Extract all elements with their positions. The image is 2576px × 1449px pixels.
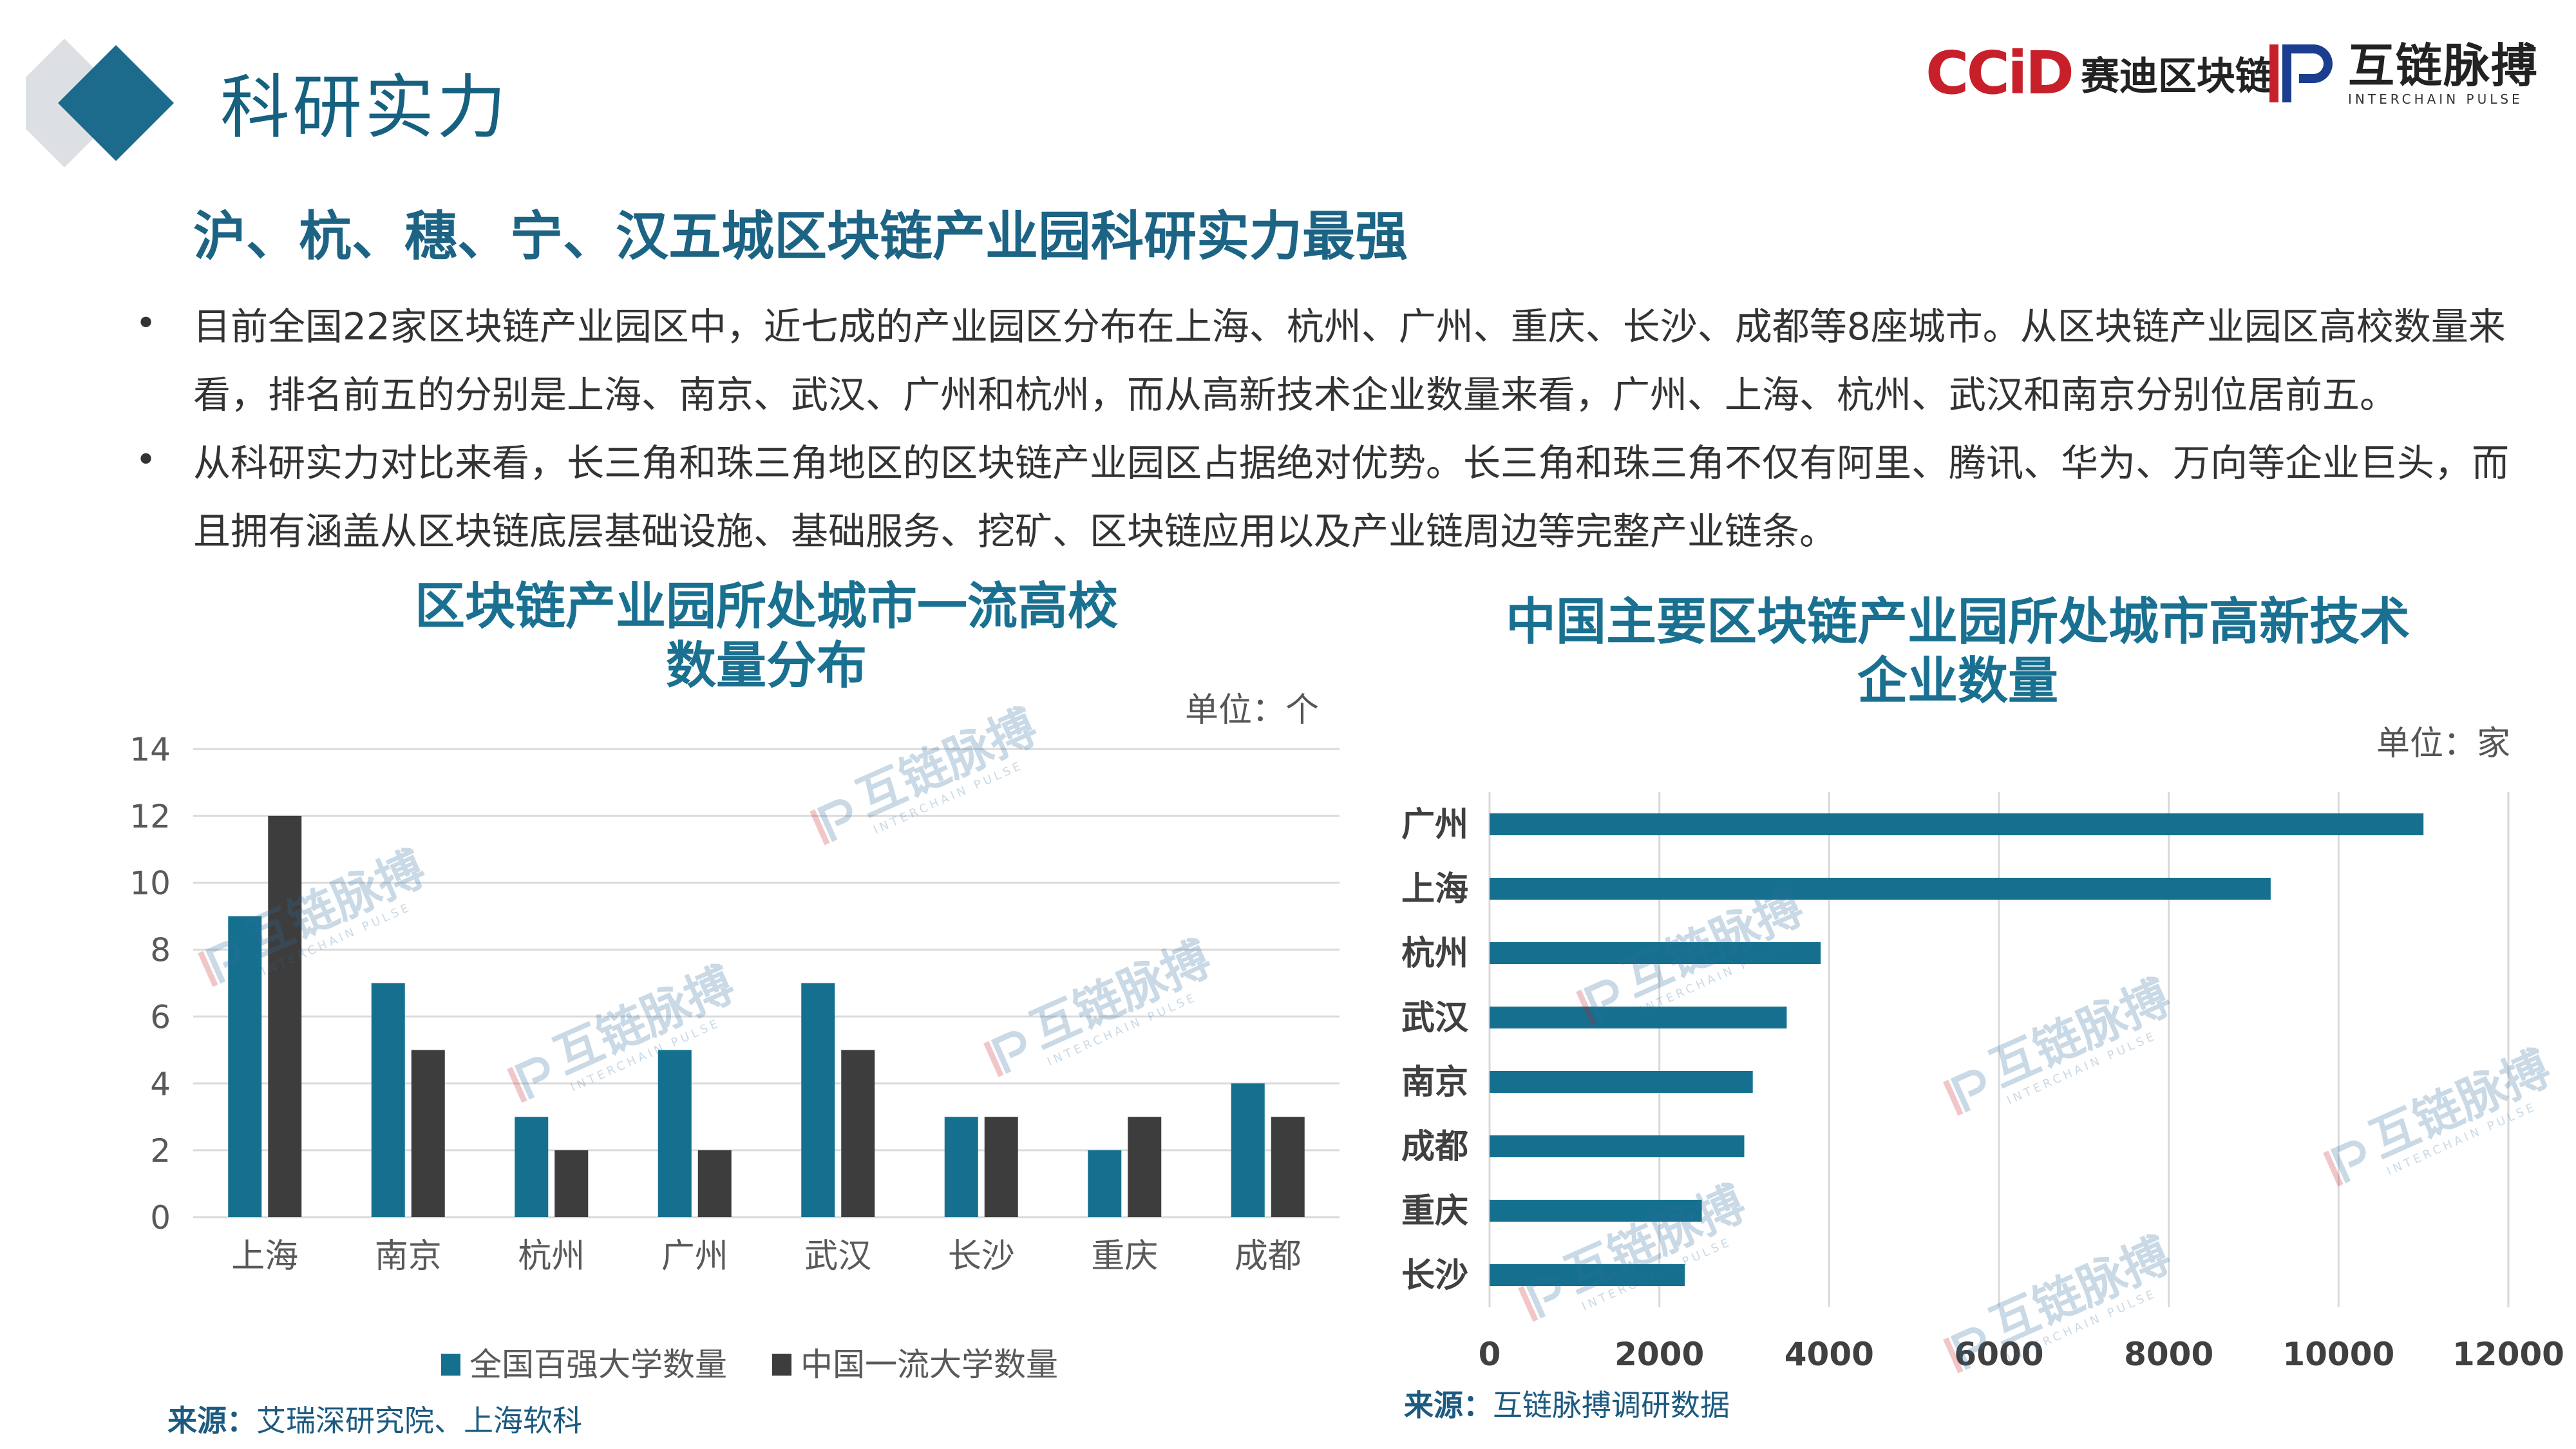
interchain-pulse-logo-icon [2269, 44, 2333, 102]
bar-hightech [1490, 1071, 1753, 1093]
chart2-title-line2: 企业数量 [1857, 652, 2058, 710]
bar-first-class [1271, 1117, 1305, 1217]
interchain-pulse-logo-en: INTERCHAIN PULSE [2348, 91, 2523, 107]
legend-swatch [772, 1354, 791, 1376]
page-title: 科研实力 [220, 68, 509, 148]
bar-hightech [1490, 1007, 1787, 1028]
y-tick-label: 12 [129, 798, 171, 835]
y-tick-label: 长沙 [1401, 1256, 1468, 1295]
x-tick-label: 重庆 [1091, 1237, 1158, 1276]
header-diamond-icon [26, 39, 174, 167]
y-tick-label: 8 [150, 932, 171, 969]
bar-first-class [554, 1150, 589, 1217]
chart1-title-line1: 区块链产业园所处城市一流高校 [414, 578, 1118, 636]
bar-top100 [371, 983, 405, 1217]
bullet-text-2: 从科研实力对比来看，长三角和珠三角地区的区块链产业园区占据绝对优势。长三角和珠三… [193, 441, 2510, 553]
bar-top100 [801, 983, 835, 1217]
bullet-marker: • [135, 303, 157, 345]
ccid-logo-text: 赛迪区块链 [2080, 53, 2274, 99]
bar-first-class [411, 1050, 445, 1217]
bar-top100 [658, 1050, 692, 1217]
x-tick-label: 4000 [1785, 1336, 1874, 1372]
bar-first-class [268, 815, 302, 1217]
y-tick-label: 14 [129, 731, 171, 768]
bar-top100 [944, 1117, 978, 1217]
x-tick-label: 广州 [661, 1237, 728, 1276]
x-tick-label: 上海 [231, 1237, 298, 1276]
chart2-unit: 单位：家 [2376, 724, 2511, 763]
bar-first-class [841, 1050, 875, 1217]
chart1-source: 来源：艾瑞深研究院、上海软科 [167, 1397, 582, 1440]
chart1-unit: 单位：个 [1185, 691, 1320, 730]
bar-hightech [1490, 1200, 1702, 1222]
x-tick-label: 0 [1479, 1336, 1501, 1372]
y-tick-label: 成都 [1401, 1128, 1468, 1166]
legend-label: 中国一流大学数量 [800, 1346, 1058, 1383]
y-tick-label: 重庆 [1401, 1192, 1468, 1231]
chart2-plot: 0 2000 4000 6000 8000 10000 12000 广州上海杭州武汉南京成都重… [1401, 792, 2564, 1372]
bar-hightech [1490, 942, 1821, 964]
x-tick-label: 成都 [1235, 1237, 1302, 1276]
bullet-text-1: 目前全国22家区块链产业园区中，近七成的产业园区分布在上海、杭州、广州、重庆、长… [193, 305, 2506, 417]
y-tick-label: 6 [150, 998, 171, 1036]
y-tick-label: 杭州 [1401, 934, 1468, 973]
y-tick-label: 广州 [1401, 806, 1468, 844]
bar-top100 [1231, 1083, 1265, 1217]
bar-hightech [1490, 1264, 1685, 1286]
bar-first-class [1128, 1117, 1162, 1217]
x-tick-label: 南京 [375, 1237, 442, 1276]
x-tick-label: 长沙 [948, 1237, 1015, 1276]
x-tick-label: 2000 [1615, 1336, 1704, 1372]
x-tick-label: 6000 [1954, 1336, 2043, 1372]
y-tick-label: 2 [150, 1132, 171, 1170]
bar-first-class [984, 1117, 1018, 1217]
ccid-logo-mark: CCiD [1926, 38, 2074, 108]
x-tick-label: 武汉 [804, 1237, 871, 1276]
y-tick-label: 10 [129, 865, 171, 902]
x-tick-label: 12000 [2452, 1336, 2564, 1372]
bar-first-class [697, 1150, 732, 1217]
headline: 沪、杭、穗、宁、汉五城区块链产业园科研实力最强 [193, 206, 1408, 267]
bar-top100 [515, 1117, 549, 1217]
chart1-title-line2: 数量分布 [665, 637, 867, 695]
chart1-source-text: 艾瑞深研究院、上海软科 [256, 1403, 582, 1438]
x-tick-label: 8000 [2124, 1336, 2213, 1372]
chart1-title: 区块链产业园所处城市一流高校 数量分布 [193, 577, 1340, 696]
bar-hightech [1490, 813, 2424, 835]
ccid-logo: CCiD 赛迪区块链 [1926, 31, 2274, 115]
y-tick-label: 上海 [1401, 870, 1468, 909]
x-tick-label: 10000 [2282, 1336, 2394, 1372]
interchain-pulse-logo: 互链脉搏 INTERCHAIN PULSE [2267, 28, 2539, 118]
y-tick-label: 武汉 [1401, 999, 1469, 1037]
interchain-pulse-logo-cn: 互链脉搏 [2348, 39, 2539, 93]
chart2-title: 中国主要区块链产业园所处城市高新技术 企业数量 [1417, 592, 2499, 711]
bar-hightech [1490, 1135, 1745, 1157]
bullet-marker: • [135, 439, 157, 481]
chart2-source: 来源：互链脉搏调研数据 [1404, 1382, 1730, 1425]
chart2-source-text: 互链脉搏调研数据 [1493, 1388, 1730, 1423]
chart2-title-line1: 中国主要区块链产业园所处城市高新技术 [1505, 593, 2410, 651]
chart1-source-label: 来源： [167, 1403, 256, 1438]
legend-label: 全国百强大学数量 [469, 1346, 727, 1383]
bar-top100 [228, 916, 262, 1217]
y-tick-label: 南京 [1401, 1063, 1468, 1102]
bar-hightech [1490, 878, 2271, 900]
chart2-source-label: 来源： [1404, 1388, 1493, 1423]
x-tick-label: 杭州 [518, 1237, 585, 1276]
y-tick-label: 0 [150, 1199, 171, 1236]
bar-top100 [1088, 1150, 1122, 1217]
y-tick-label: 4 [150, 1065, 171, 1103]
legend-swatch [441, 1354, 460, 1376]
